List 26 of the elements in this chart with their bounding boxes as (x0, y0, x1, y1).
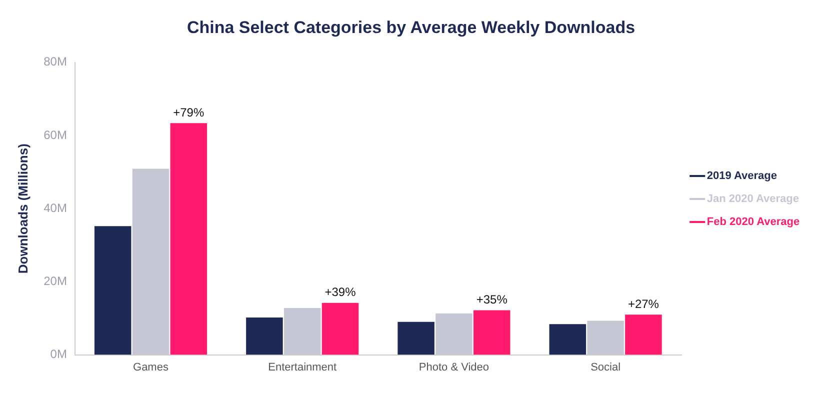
bar (473, 310, 510, 355)
x-tick-label: Photo & Video (418, 361, 490, 374)
legend-label: 2019 Average (706, 170, 777, 182)
chart-title: China Select Categories by Average Weekly Downloads (186, 18, 636, 37)
annotation: +27% (628, 296, 660, 311)
y-tick-label: 80M (44, 54, 67, 69)
bar (398, 322, 434, 355)
x-tick-label: Social (590, 361, 621, 374)
y-axis-title: Downloads (Millions) (15, 144, 30, 274)
bar (246, 318, 283, 355)
y-tick-label: 0M (50, 347, 67, 362)
y-tick-label: 60M (44, 128, 67, 142)
bar (625, 314, 662, 355)
y-tick-label: 20M (44, 274, 67, 288)
x-tick-label: Games (133, 361, 169, 374)
x-tick-label: Entertainment (268, 361, 337, 374)
bar (322, 302, 359, 355)
legend-label: Jan 2020 Average (706, 193, 799, 206)
bar (549, 324, 586, 355)
y-tick-label: 40M (44, 200, 67, 215)
annotation: +39% (324, 285, 356, 300)
legend-label: Feb 2020 Average (706, 216, 800, 228)
bar (170, 123, 208, 355)
annotation: +35% (476, 292, 508, 307)
bar (94, 226, 132, 355)
annotation: +79% (173, 105, 204, 120)
